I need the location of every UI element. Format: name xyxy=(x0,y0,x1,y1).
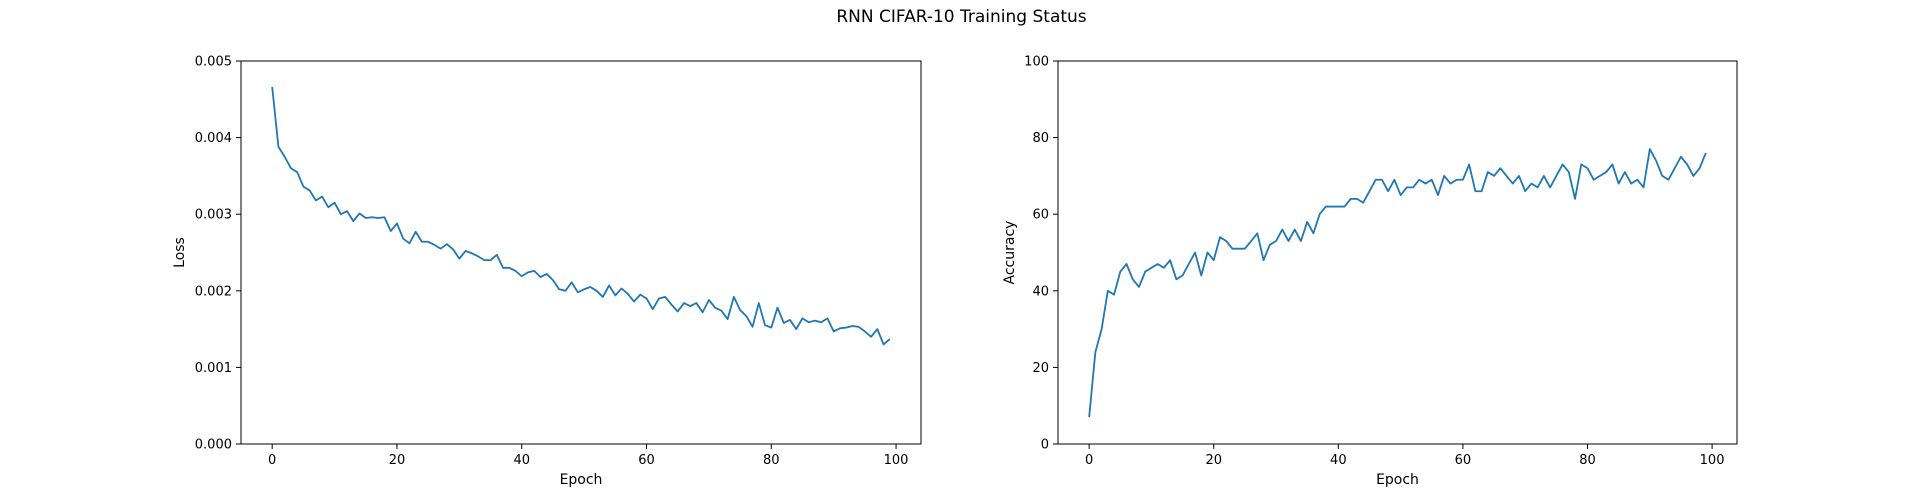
accuracy-series-line xyxy=(1088,148,1707,418)
loss-x-tick-label: 40 xyxy=(513,453,530,468)
accuracy-x-tick-label: 0 xyxy=(1085,453,1093,468)
accuracy-x-tick-label: 60 xyxy=(1455,453,1472,468)
loss-x-tick-label: 100 xyxy=(884,453,909,468)
loss-y-tick-label: 0.002 xyxy=(195,284,232,299)
accuracy-x-tick-label: 100 xyxy=(1700,453,1725,468)
loss-x-tick-label: 20 xyxy=(389,453,406,468)
accuracy-y-tick-label: 60 xyxy=(1032,208,1049,223)
loss-x-tick-label: 60 xyxy=(638,453,655,468)
loss-axes-frame xyxy=(240,60,922,445)
loss-y-tick-label: 0.005 xyxy=(195,55,232,70)
accuracy-y-axis-label: Accuracy xyxy=(1002,221,1018,285)
accuracy-y-tick-label: 100 xyxy=(1024,55,1049,70)
loss-chart: 0 20 40 60 80 100 0.000 0.001 0.002 0.003 0.004 0.0… xyxy=(172,55,922,488)
loss-x-tick-label: 80 xyxy=(763,453,780,468)
loss-y-tick-label: 0.001 xyxy=(195,361,232,376)
loss-y-axis-label: Loss xyxy=(172,237,188,268)
loss-x-axis-label: Epoch xyxy=(560,472,603,488)
loss-y-tick-label: 0.000 xyxy=(195,438,232,453)
accuracy-chart: 0 20 40 60 80 100 0 20 40 60 80 100 Epoch Accuracy xyxy=(1002,55,1738,488)
accuracy-y-tick-label: 40 xyxy=(1032,284,1049,299)
accuracy-y-tick-label: 80 xyxy=(1032,131,1049,146)
accuracy-axes-frame xyxy=(1057,60,1738,445)
accuracy-y-tick-label: 20 xyxy=(1032,361,1049,376)
loss-y-tick-label: 0.003 xyxy=(195,208,232,223)
accuracy-x-tick-label: 80 xyxy=(1579,453,1596,468)
accuracy-x-tick-label: 40 xyxy=(1330,453,1347,468)
figure-title: RNN CIFAR-10 Training Status xyxy=(836,7,1086,27)
loss-y-tick-label: 0.004 xyxy=(195,131,232,146)
accuracy-x-tick-label: 20 xyxy=(1205,453,1222,468)
loss-series-line xyxy=(271,86,891,346)
accuracy-x-axis-label: Epoch xyxy=(1376,472,1419,488)
accuracy-y-tick-label: 0 xyxy=(1041,438,1049,453)
loss-x-tick-label: 0 xyxy=(268,453,276,468)
